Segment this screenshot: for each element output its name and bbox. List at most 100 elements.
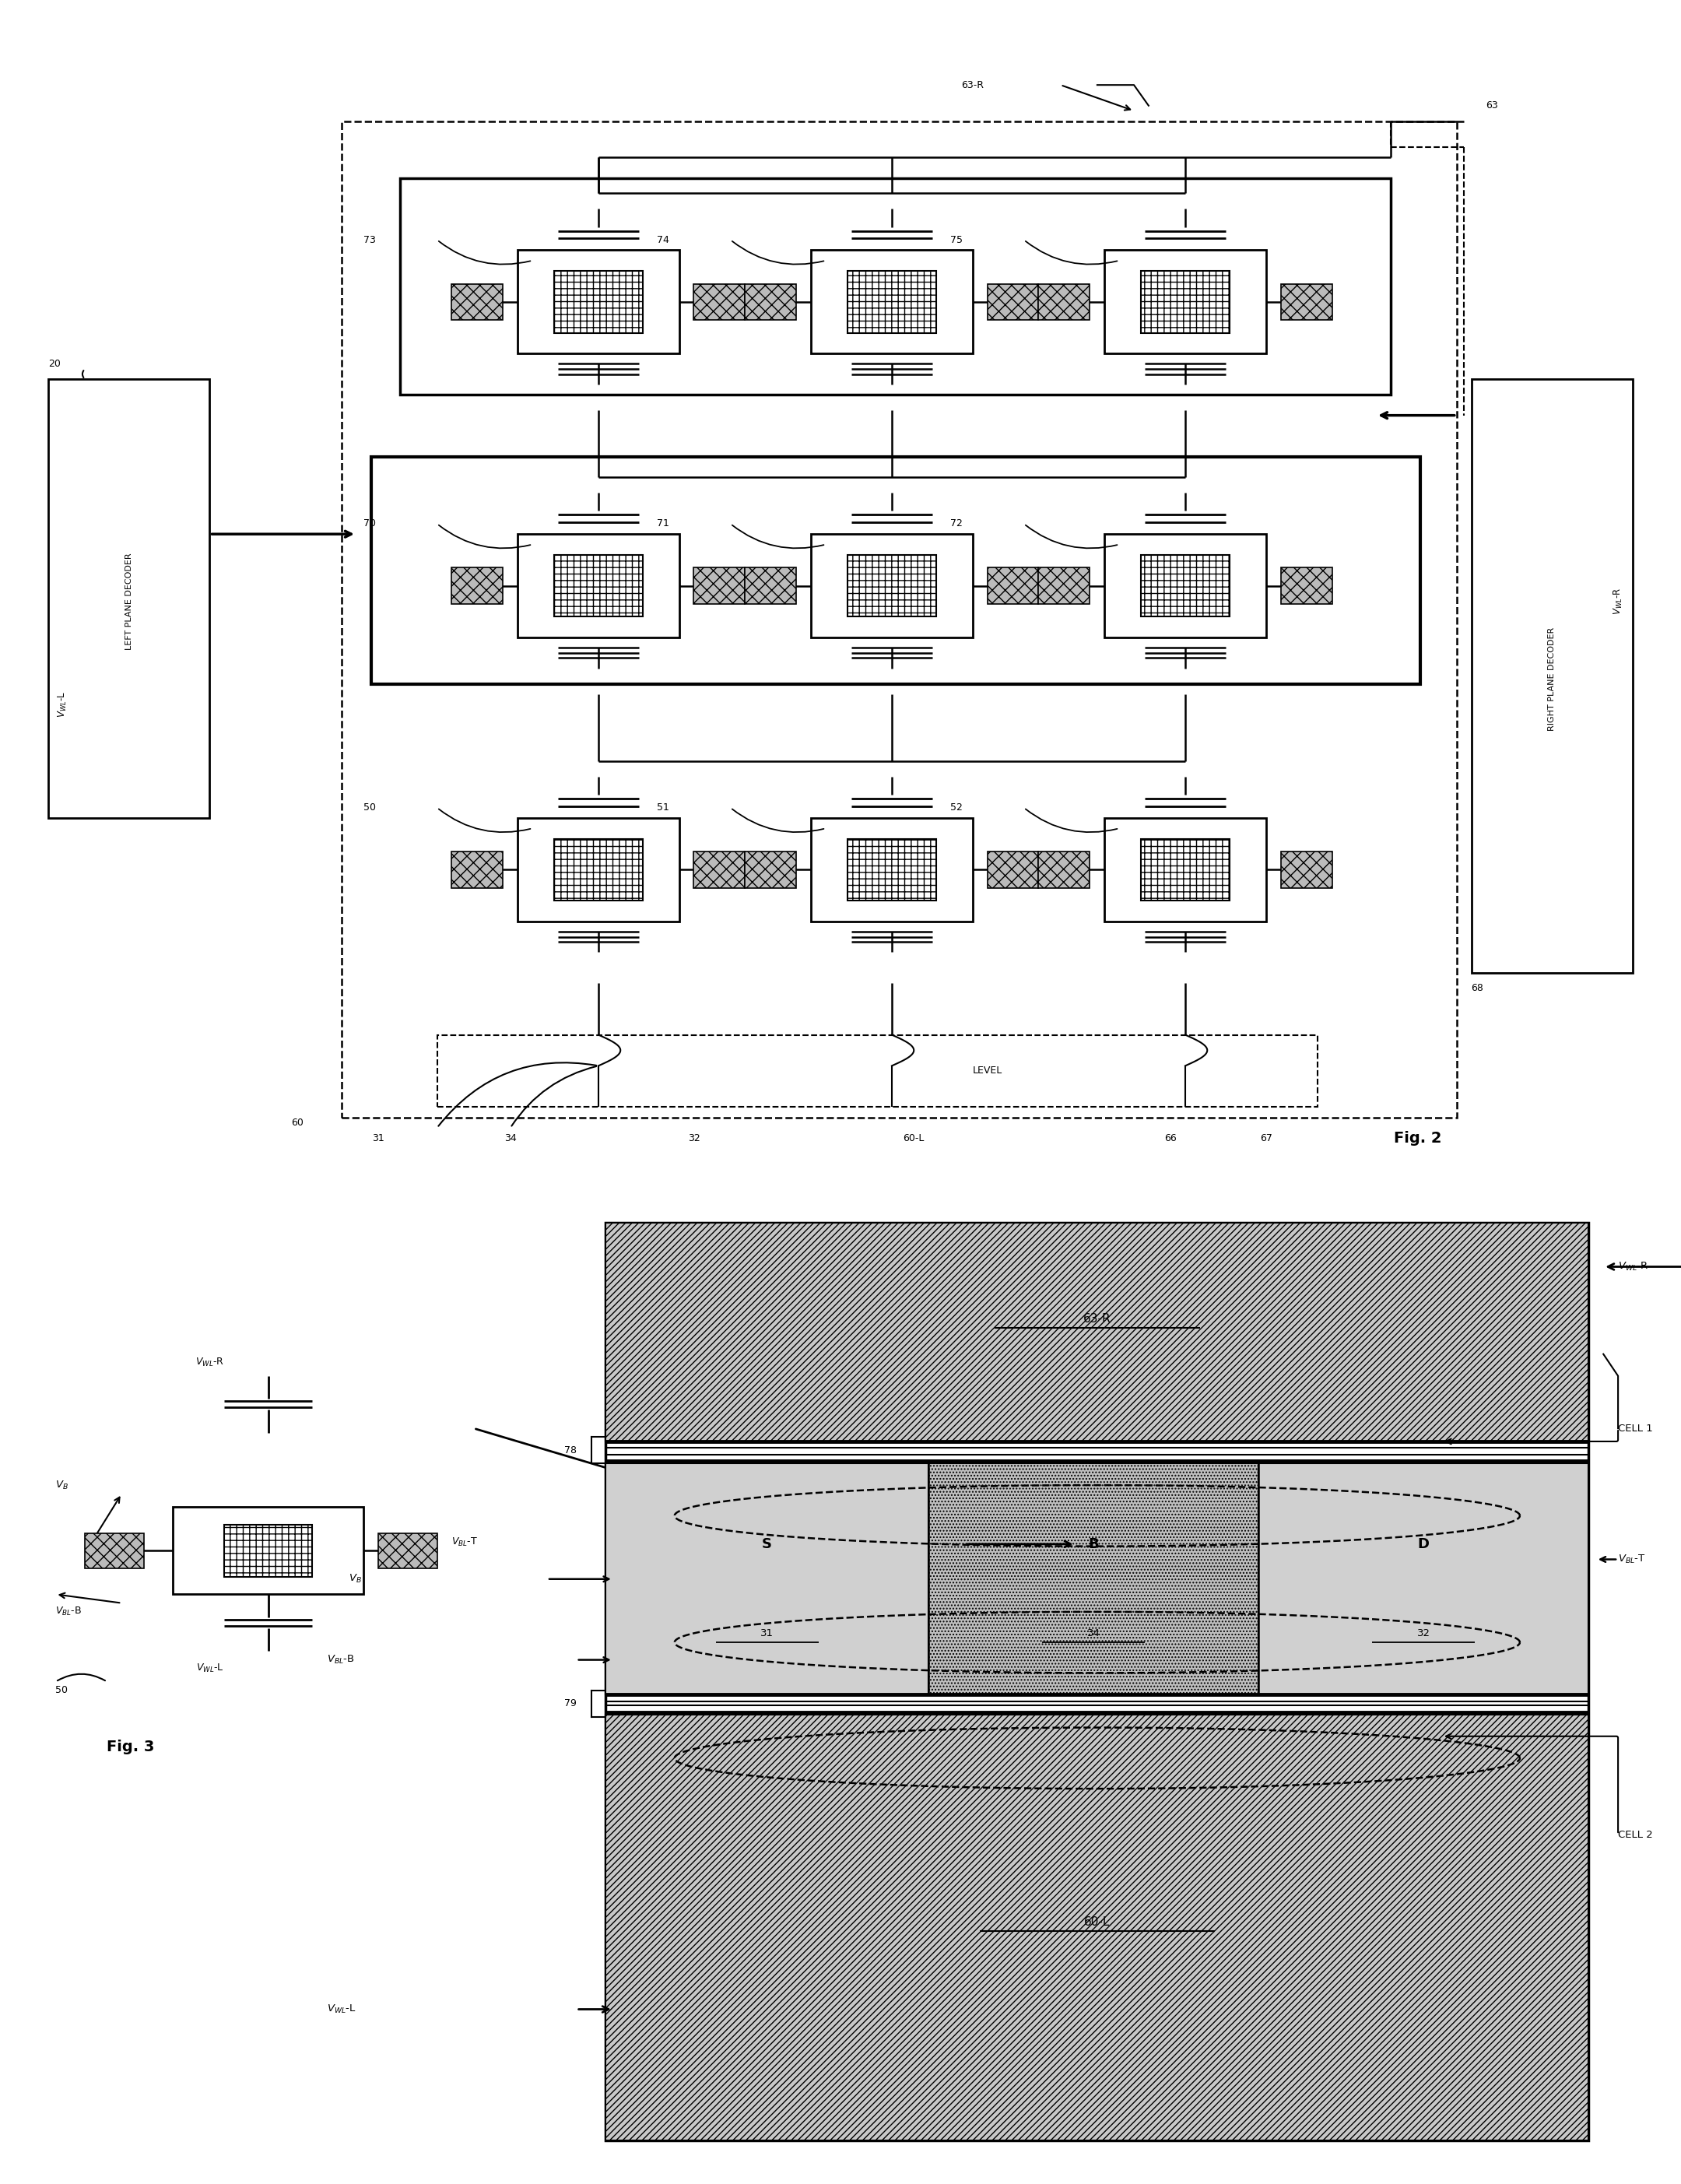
- Bar: [605, 1463, 928, 1695]
- Bar: [555, 271, 642, 332]
- Text: 34: 34: [504, 1133, 516, 1142]
- Bar: [1039, 568, 1089, 603]
- Text: CELL 1: CELL 1: [1619, 1424, 1652, 1433]
- Text: 31: 31: [760, 1629, 773, 1638]
- Bar: [987, 568, 1039, 603]
- Text: 60-L: 60-L: [1084, 1915, 1109, 1928]
- Bar: [1141, 839, 1229, 900]
- Text: $V_{BL}$-B: $V_{BL}$-B: [328, 1653, 355, 1666]
- Text: D: D: [1417, 1538, 1429, 1551]
- Text: 32: 32: [1417, 1629, 1431, 1638]
- Text: 63-R: 63-R: [1083, 1313, 1111, 1326]
- Text: $V_{WL}$-L: $V_{WL}$-L: [328, 2003, 356, 2016]
- Bar: [987, 852, 1039, 887]
- Bar: [518, 535, 679, 638]
- Text: $V_{BL}$-B: $V_{BL}$-B: [55, 1605, 82, 1618]
- Text: 60-L: 60-L: [903, 1133, 925, 1142]
- Bar: [694, 568, 745, 603]
- Text: 78: 78: [565, 1446, 577, 1455]
- Bar: [745, 568, 797, 603]
- Text: 20: 20: [49, 358, 61, 369]
- Bar: [1104, 535, 1266, 638]
- Bar: [1281, 568, 1331, 603]
- Text: $V_{WL}$-R: $V_{WL}$-R: [195, 1356, 224, 1369]
- Text: 71: 71: [657, 520, 669, 529]
- Bar: [1039, 284, 1089, 319]
- Text: 70: 70: [363, 520, 377, 529]
- Bar: [694, 284, 745, 319]
- Bar: [745, 852, 797, 887]
- Bar: [1281, 284, 1331, 319]
- Bar: [1039, 852, 1089, 887]
- Text: CELL 2: CELL 2: [1619, 1830, 1652, 1839]
- Bar: [1104, 819, 1266, 922]
- Bar: [518, 251, 679, 354]
- Bar: [49, 380, 210, 819]
- Text: 72: 72: [950, 520, 963, 529]
- Bar: [555, 555, 642, 616]
- Text: 73: 73: [363, 236, 377, 245]
- Text: RIGHT PLANE DECODER: RIGHT PLANE DECODER: [1548, 627, 1557, 729]
- Text: LEVEL: LEVEL: [972, 1066, 1002, 1077]
- Text: $V_B$: $V_B$: [350, 1572, 361, 1586]
- Bar: [372, 456, 1420, 684]
- Bar: [987, 284, 1039, 319]
- Text: 32: 32: [688, 1133, 699, 1142]
- Text: 50: 50: [363, 804, 377, 812]
- Text: 63: 63: [1486, 100, 1498, 111]
- Text: $V_{WL}$-R: $V_{WL}$-R: [1612, 587, 1624, 616]
- Bar: [1141, 555, 1229, 616]
- Bar: [745, 284, 797, 319]
- Text: 50: 50: [55, 1686, 67, 1695]
- Bar: [224, 1524, 313, 1577]
- Text: B: B: [1088, 1538, 1099, 1551]
- Bar: [341, 120, 1457, 1118]
- Bar: [452, 568, 503, 603]
- Bar: [400, 177, 1390, 395]
- Text: 63-R: 63-R: [962, 81, 983, 90]
- Text: 67: 67: [1259, 1133, 1273, 1142]
- Bar: [605, 1223, 1589, 1441]
- Text: $V_{WL}$-L: $V_{WL}$-L: [195, 1662, 224, 1675]
- Bar: [378, 1533, 437, 1568]
- Text: $V_{WL}$-R: $V_{WL}$-R: [1619, 1260, 1649, 1273]
- Text: 60: 60: [291, 1118, 304, 1127]
- Text: 74: 74: [657, 236, 669, 245]
- Bar: [812, 819, 973, 922]
- Bar: [1259, 1463, 1589, 1695]
- Bar: [86, 1533, 143, 1568]
- Bar: [847, 555, 936, 616]
- Bar: [1471, 380, 1632, 972]
- Text: 68: 68: [1471, 983, 1484, 994]
- Bar: [1104, 251, 1266, 354]
- Bar: [928, 1463, 1259, 1695]
- Text: $V_{BL}$-T: $V_{BL}$-T: [1619, 1553, 1646, 1566]
- Text: $V_{BL}$-T: $V_{BL}$-T: [452, 1535, 477, 1548]
- Bar: [1281, 852, 1331, 887]
- Bar: [812, 535, 973, 638]
- Bar: [518, 819, 679, 922]
- Text: S: S: [761, 1538, 772, 1551]
- Bar: [847, 839, 936, 900]
- Text: Fig. 2: Fig. 2: [1394, 1131, 1442, 1144]
- Bar: [605, 1223, 1589, 2140]
- Bar: [694, 852, 745, 887]
- Bar: [847, 271, 936, 332]
- Text: 75: 75: [950, 236, 963, 245]
- Bar: [812, 251, 973, 354]
- Bar: [452, 284, 503, 319]
- Bar: [605, 1714, 1589, 2140]
- Text: 31: 31: [372, 1133, 385, 1142]
- Text: $V_{WL}$-L: $V_{WL}$-L: [57, 692, 69, 719]
- Text: 52: 52: [950, 804, 963, 812]
- Bar: [437, 1035, 1318, 1107]
- Bar: [173, 1507, 363, 1594]
- Text: LEFT PLANE DECODER: LEFT PLANE DECODER: [124, 553, 133, 649]
- Text: $V_B$: $V_B$: [55, 1479, 69, 1492]
- Text: 66: 66: [1165, 1133, 1177, 1142]
- Text: 51: 51: [657, 804, 669, 812]
- Bar: [555, 839, 642, 900]
- Bar: [605, 1463, 1589, 1695]
- Text: 79: 79: [565, 1699, 577, 1708]
- Text: 34: 34: [1088, 1629, 1099, 1638]
